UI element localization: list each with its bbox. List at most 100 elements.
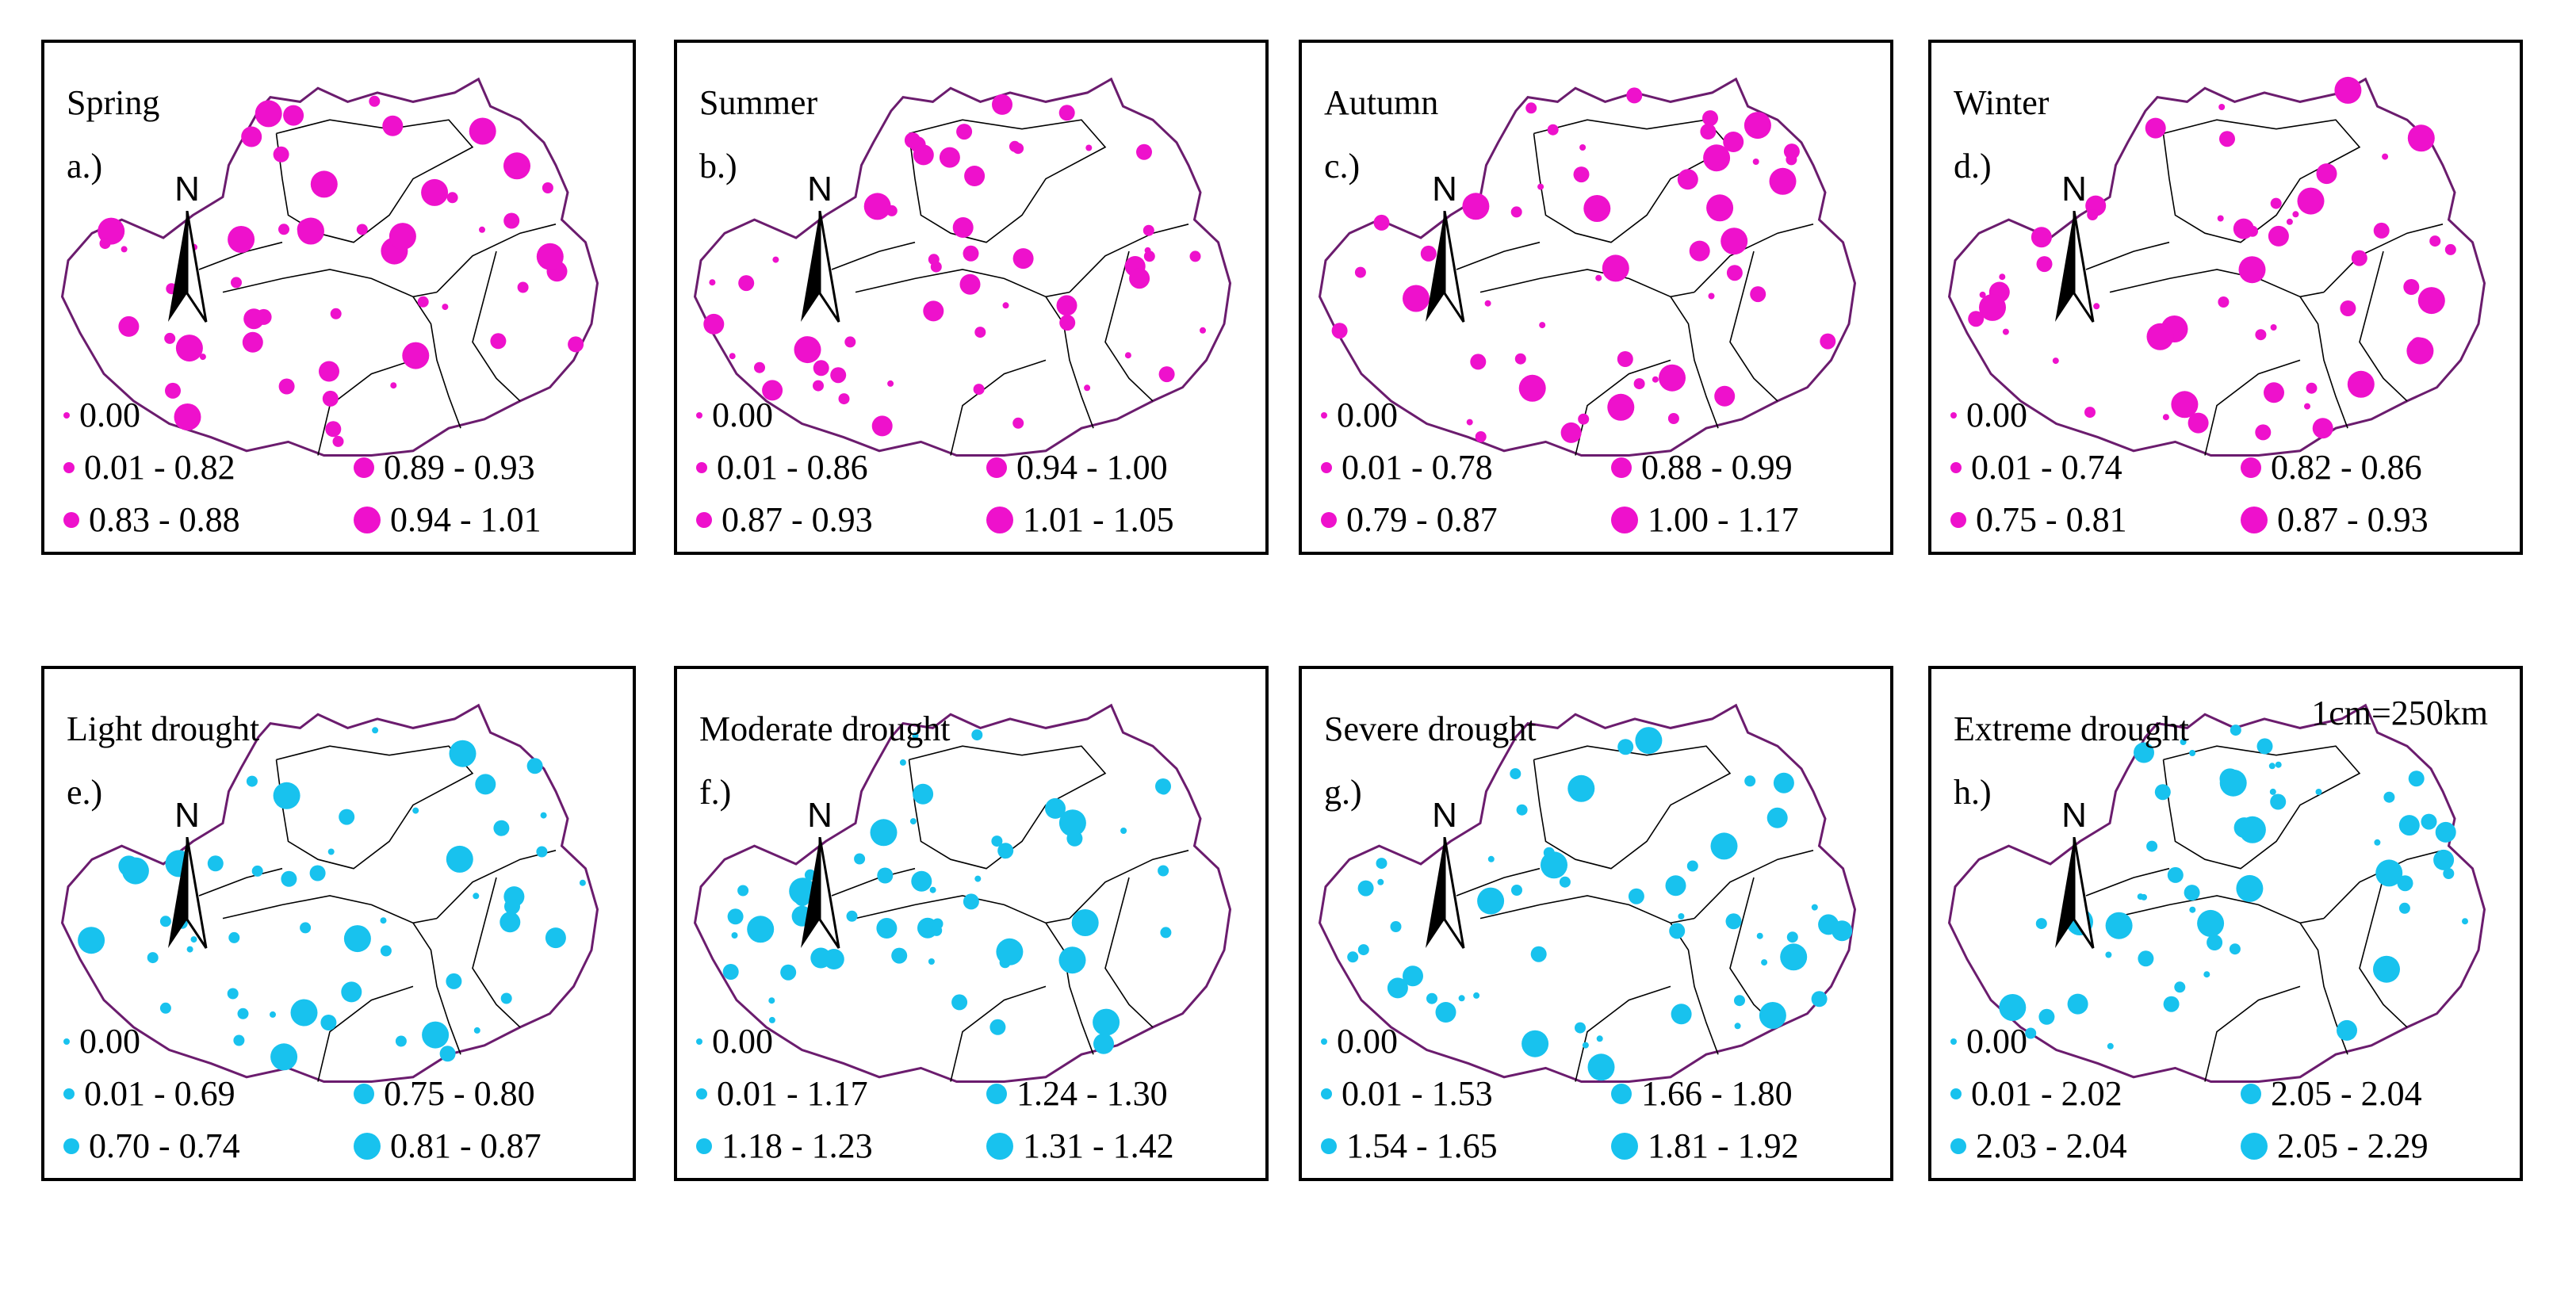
region-outline [60,703,599,1083]
station-marker [1189,250,1201,262]
station-marker [974,327,986,338]
station-marker [1376,858,1388,870]
station-marker [1587,1053,1615,1081]
station-marker [2256,738,2273,755]
station-marker [928,958,935,965]
legend-item: 0.94 - 1.01 [354,499,542,540]
legend-item: 1.81 - 1.92 [1611,1126,1799,1166]
station-marker [1120,828,1127,834]
station-marker [1708,292,1715,300]
station-marker [412,807,419,814]
subregion-boundary [2359,250,2408,402]
station-marker [1582,1042,1589,1049]
station-marker [2002,328,2009,335]
station-marker [1703,144,1731,172]
legend-label: 1.01 - 1.05 [1023,500,1174,539]
legend-item: 2.05 - 2.04 [2241,1073,2422,1114]
station-marker [332,435,344,447]
legend-label: 0.01 - 0.82 [84,448,235,487]
station-marker [2373,222,2390,239]
station-marker [2134,742,2154,763]
legend-item: 0.01 - 0.82 [63,447,235,488]
panel-label: f.) [699,773,732,812]
station-marker [389,223,416,250]
legend-symbol [1321,511,1337,528]
station-marker [446,845,473,873]
legend-label: 0.79 - 0.87 [1346,500,1498,539]
station-marker [2138,950,2154,967]
station-marker [290,999,318,1027]
station-marker [159,1002,171,1014]
panel-title: Autumn [1324,83,1439,122]
station-marker [1602,254,1629,282]
legend-symbol [354,1083,374,1104]
legend-symbol [63,411,70,419]
legend-label: 0.94 - 1.00 [1016,448,1168,487]
legend-label: 0.00 [712,396,773,434]
station-marker [838,393,850,405]
station-marker [1743,112,1771,140]
station-marker [147,952,159,964]
station-marker [996,938,1024,965]
subregion-boundary [2299,296,2348,429]
station-marker [1744,775,1756,787]
panel-label: g.) [1324,773,1362,812]
station-marker [899,759,906,766]
map-svg [60,703,599,1083]
station-marker [1129,268,1150,289]
legend-symbol [1321,461,1332,473]
legend-label: 2.05 - 2.04 [2271,1074,2422,1113]
station-marker [356,224,368,235]
legend-label: 0.01 - 0.78 [1342,448,1493,487]
station-marker [731,932,738,939]
station-marker [1012,248,1034,270]
station-marker [1681,180,1688,187]
subregion-boundary [1069,224,1189,293]
station-marker [1420,245,1437,262]
station-marker [1759,1002,1786,1029]
station-marker [2407,124,2435,152]
subregion-boundary [1104,877,1154,1028]
station-marker [1725,913,1742,930]
station-marker [1143,224,1154,236]
station-marker [1752,159,1759,165]
panel-title: Summer [699,83,818,122]
station-marker [2189,906,2196,913]
station-marker [243,308,265,330]
station-marker [877,867,894,884]
station-marker [891,947,908,964]
legend-item: 1.01 - 1.05 [986,499,1174,540]
panel-label: h.) [1954,773,1992,812]
station-marker [320,1015,337,1030]
legend-symbol [2241,506,2268,533]
station-marker [473,893,480,900]
station-marker [446,192,458,204]
panel-label: b.) [699,147,737,185]
station-marker [930,261,942,273]
station-marker [939,147,960,168]
station-marker [2270,197,2282,209]
legend-symbol [986,457,1007,478]
legend-symbol [1321,411,1327,419]
station-marker [207,855,224,872]
subregion-boundary [472,877,521,1028]
station-marker [1354,266,1366,278]
legend-label: 0.87 - 0.93 [722,500,873,539]
station-marker [341,981,362,1003]
legend-item: 0.01 - 0.74 [1950,447,2122,488]
station-marker [1811,904,1818,911]
subregion-boundary [412,296,461,429]
station-marker [2229,943,2241,955]
north-label: N [807,796,833,835]
station-marker [830,367,847,384]
station-marker [762,380,783,401]
subregion-boundary [412,922,461,1055]
subregion-boundary [2204,985,2301,1082]
station-marker [2038,1008,2055,1025]
legend-item: 0.00 [1321,395,1398,435]
station-marker [904,132,921,148]
map-svg [1318,77,1857,457]
station-marker [526,758,543,774]
station-marker [319,361,339,382]
station-marker [1714,385,1736,407]
